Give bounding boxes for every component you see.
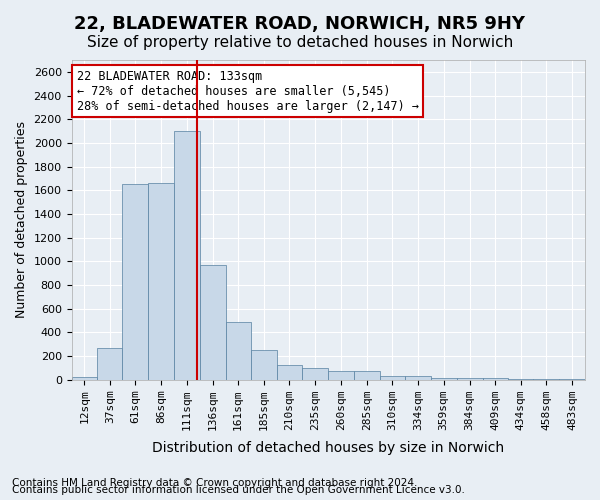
Bar <box>277 366 302 380</box>
Bar <box>431 378 457 380</box>
Bar <box>354 372 380 380</box>
Bar <box>457 378 482 380</box>
Bar <box>508 379 533 380</box>
Bar <box>380 376 405 380</box>
Text: Contains HM Land Registry data © Crown copyright and database right 2024.: Contains HM Land Registry data © Crown c… <box>12 478 418 488</box>
Bar <box>482 378 508 380</box>
X-axis label: Distribution of detached houses by size in Norwich: Distribution of detached houses by size … <box>152 441 505 455</box>
Bar <box>200 265 226 380</box>
Bar <box>226 322 251 380</box>
Text: Size of property relative to detached houses in Norwich: Size of property relative to detached ho… <box>87 35 513 50</box>
Bar <box>174 131 200 380</box>
Text: Contains public sector information licensed under the Open Government Licence v3: Contains public sector information licen… <box>12 485 465 495</box>
Bar <box>122 184 148 380</box>
Bar <box>533 379 559 380</box>
Bar <box>71 378 97 380</box>
Bar <box>148 183 174 380</box>
Bar <box>559 379 585 380</box>
Bar <box>302 368 328 380</box>
Bar <box>97 348 122 380</box>
Y-axis label: Number of detached properties: Number of detached properties <box>15 122 28 318</box>
Text: 22, BLADEWATER ROAD, NORWICH, NR5 9HY: 22, BLADEWATER ROAD, NORWICH, NR5 9HY <box>74 15 526 33</box>
Bar <box>251 350 277 380</box>
Text: 22 BLADEWATER ROAD: 133sqm
← 72% of detached houses are smaller (5,545)
28% of s: 22 BLADEWATER ROAD: 133sqm ← 72% of deta… <box>77 70 419 112</box>
Bar <box>405 376 431 380</box>
Bar <box>328 372 354 380</box>
